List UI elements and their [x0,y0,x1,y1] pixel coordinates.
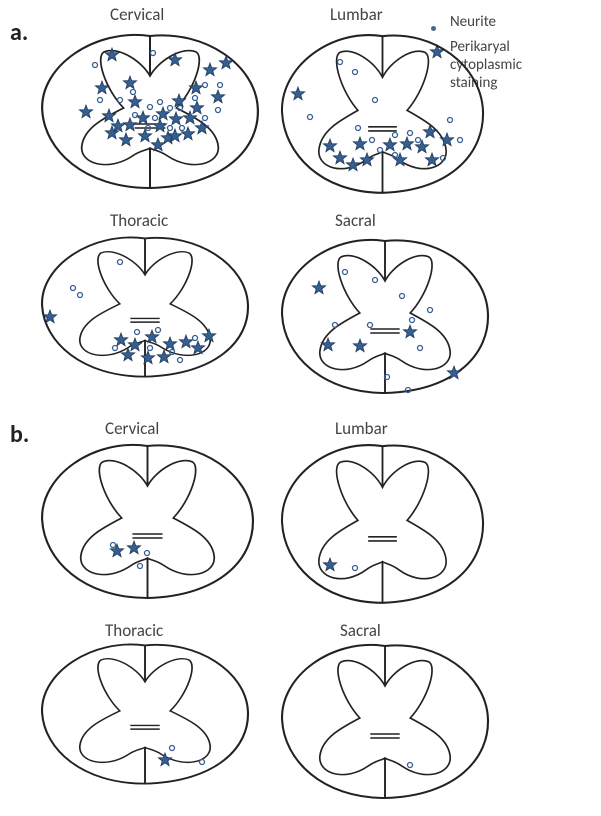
section-b-sacral [280,640,490,805]
section-a-thoracic [40,233,250,383]
legend-neurite-label: Neurite [450,13,496,31]
title-a-sacral: Sacral [335,210,376,231]
section-a-lumbar [280,30,485,200]
title-b-lumbar: Lumbar [335,418,388,439]
title-b-cervical: Cervical [105,418,159,439]
title-b-sacral: Sacral [340,620,381,641]
section-a-sacral [280,235,490,400]
section-a-cervical [40,30,260,195]
section-b-lumbar [280,440,485,610]
title-a-thoracic: Thoracic [110,210,168,231]
section-b-thoracic [40,640,250,790]
title-b-thoracic: Thoracic [105,620,163,641]
section-b-cervical [40,440,255,605]
title-a-lumbar: Lumbar [330,4,383,25]
panel-b-letter: b. [10,420,29,449]
title-a-cervical: Cervical [110,4,164,25]
panel-a-letter: a. [10,18,28,47]
